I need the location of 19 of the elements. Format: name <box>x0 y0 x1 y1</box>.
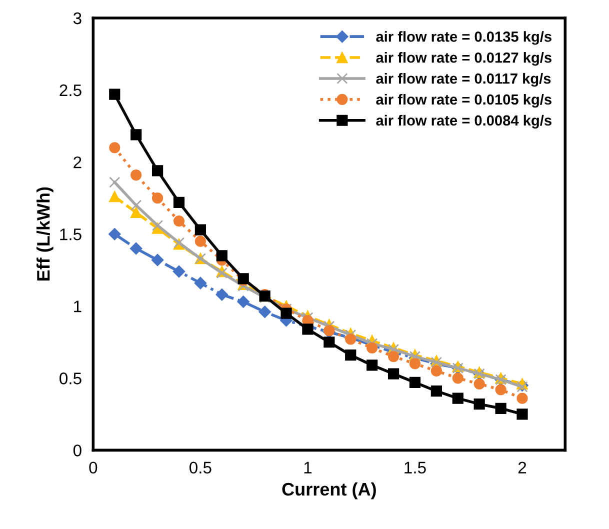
y-tick-label: 3 <box>73 12 82 24</box>
legend-label: air flow rate = 0.0084 kg/s <box>376 114 552 129</box>
y-axis-title: Eff (L/kWh) <box>36 187 54 281</box>
y-tick-label: 2 <box>74 156 82 168</box>
x-tick-label: 0 <box>89 462 98 474</box>
legend-label: air flow rate = 0.0135 kg/s <box>376 31 552 45</box>
x-tick-label: 2 <box>518 462 526 474</box>
y-tick-label: 1 <box>74 300 82 312</box>
x-tick-label: 0.5 <box>190 462 212 474</box>
y-tick-label: 0 <box>73 444 82 456</box>
x-axis-title: Current (A) <box>282 482 376 500</box>
x-tick-label: 1.5 <box>404 462 426 474</box>
legend-label: air flow rate = 0.0127 kg/s <box>376 52 552 66</box>
y-tick-label: 1.5 <box>60 228 82 240</box>
legend-label: air flow rate = 0.0117 kg/s <box>376 73 551 87</box>
y-tick-label: 0.5 <box>60 372 82 384</box>
legend-label: air flow rate = 0.0105 kg/s <box>376 94 552 108</box>
x-tick-label: 1 <box>304 462 312 474</box>
y-tick-label: 2.5 <box>60 84 82 96</box>
